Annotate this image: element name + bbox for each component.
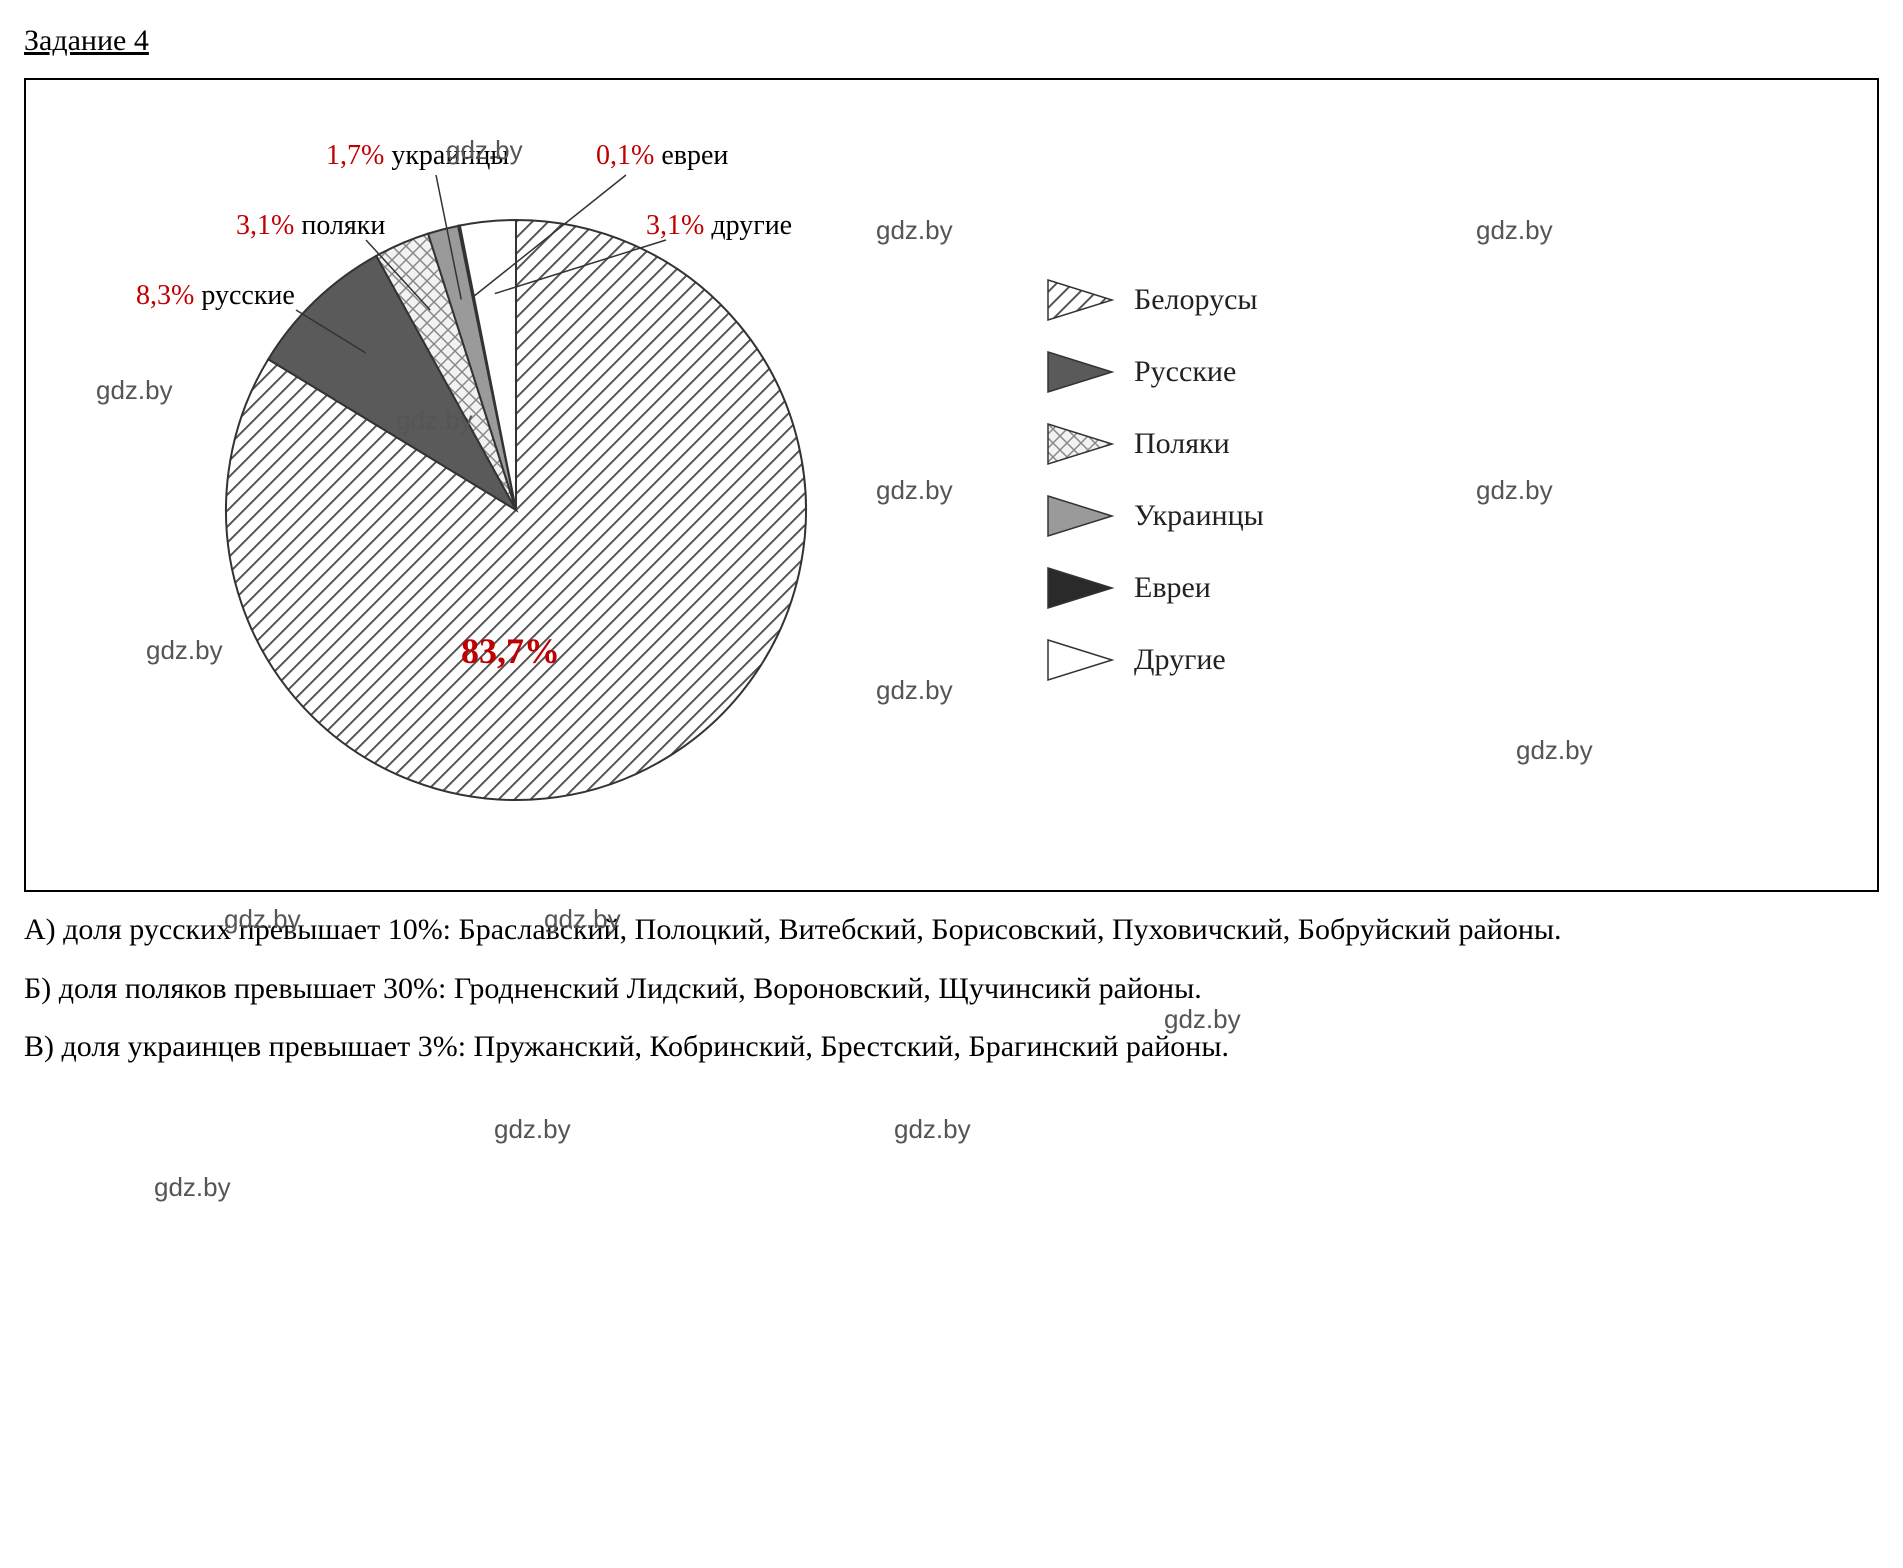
legend-swatch-icon [1046,422,1116,466]
chart-legend: Белорусы Русские Поляки Украинцы Евреи Другие [1046,278,1264,682]
watermark-text: gdz.by [494,1114,571,1145]
chart-container: 8,3% русские 3,1% поляки 1,7% украинцы 0,1%… [24,78,1879,892]
pie-center-label: 83,7% [461,630,560,672]
answer-a: А) доля русских превышает 10%: Браславск… [24,910,1879,951]
legend-label: Евреи [1134,571,1211,605]
task-title: Задание 4 [24,24,1879,58]
legend-item: Украинцы [1046,494,1264,538]
legend-label: Русские [1134,355,1236,389]
callout-russians: 8,3% русские [136,280,295,312]
callout-ukrainians: 1,7% украинцы [326,140,509,172]
legend-swatch-icon [1046,350,1116,394]
callout-others: 3,1% другие [646,210,792,242]
watermark-text: gdz.by [154,1172,231,1203]
legend-label: Украинцы [1134,499,1264,533]
legend-item: Белорусы [1046,278,1264,322]
callout-poles: 3,1% поляки [236,210,385,242]
legend-item: Другие [1046,638,1264,682]
legend-item: Евреи [1046,566,1264,610]
pie-chart: 8,3% русские 3,1% поляки 1,7% украинцы 0,1%… [66,100,966,860]
legend-label: Белорусы [1134,283,1258,317]
legend-swatch-icon [1046,278,1116,322]
watermark-text: gdz.by [894,1114,971,1145]
legend-item: Русские [1046,350,1264,394]
legend-label: Поляки [1134,427,1230,461]
answer-b: Б) доля поляков превышает 30%: Гродненск… [24,969,1879,1010]
legend-swatch-icon [1046,566,1116,610]
legend-item: Поляки [1046,422,1264,466]
legend-swatch-icon [1046,494,1116,538]
answer-c: В) доля украинцев превышает 3%: Пружанск… [24,1027,1879,1068]
legend-swatch-icon [1046,638,1116,682]
answers-block: А) доля русских превышает 10%: Браславск… [24,910,1879,1068]
legend-label: Другие [1134,643,1226,677]
callout-jews: 0,1% евреи [596,140,728,172]
